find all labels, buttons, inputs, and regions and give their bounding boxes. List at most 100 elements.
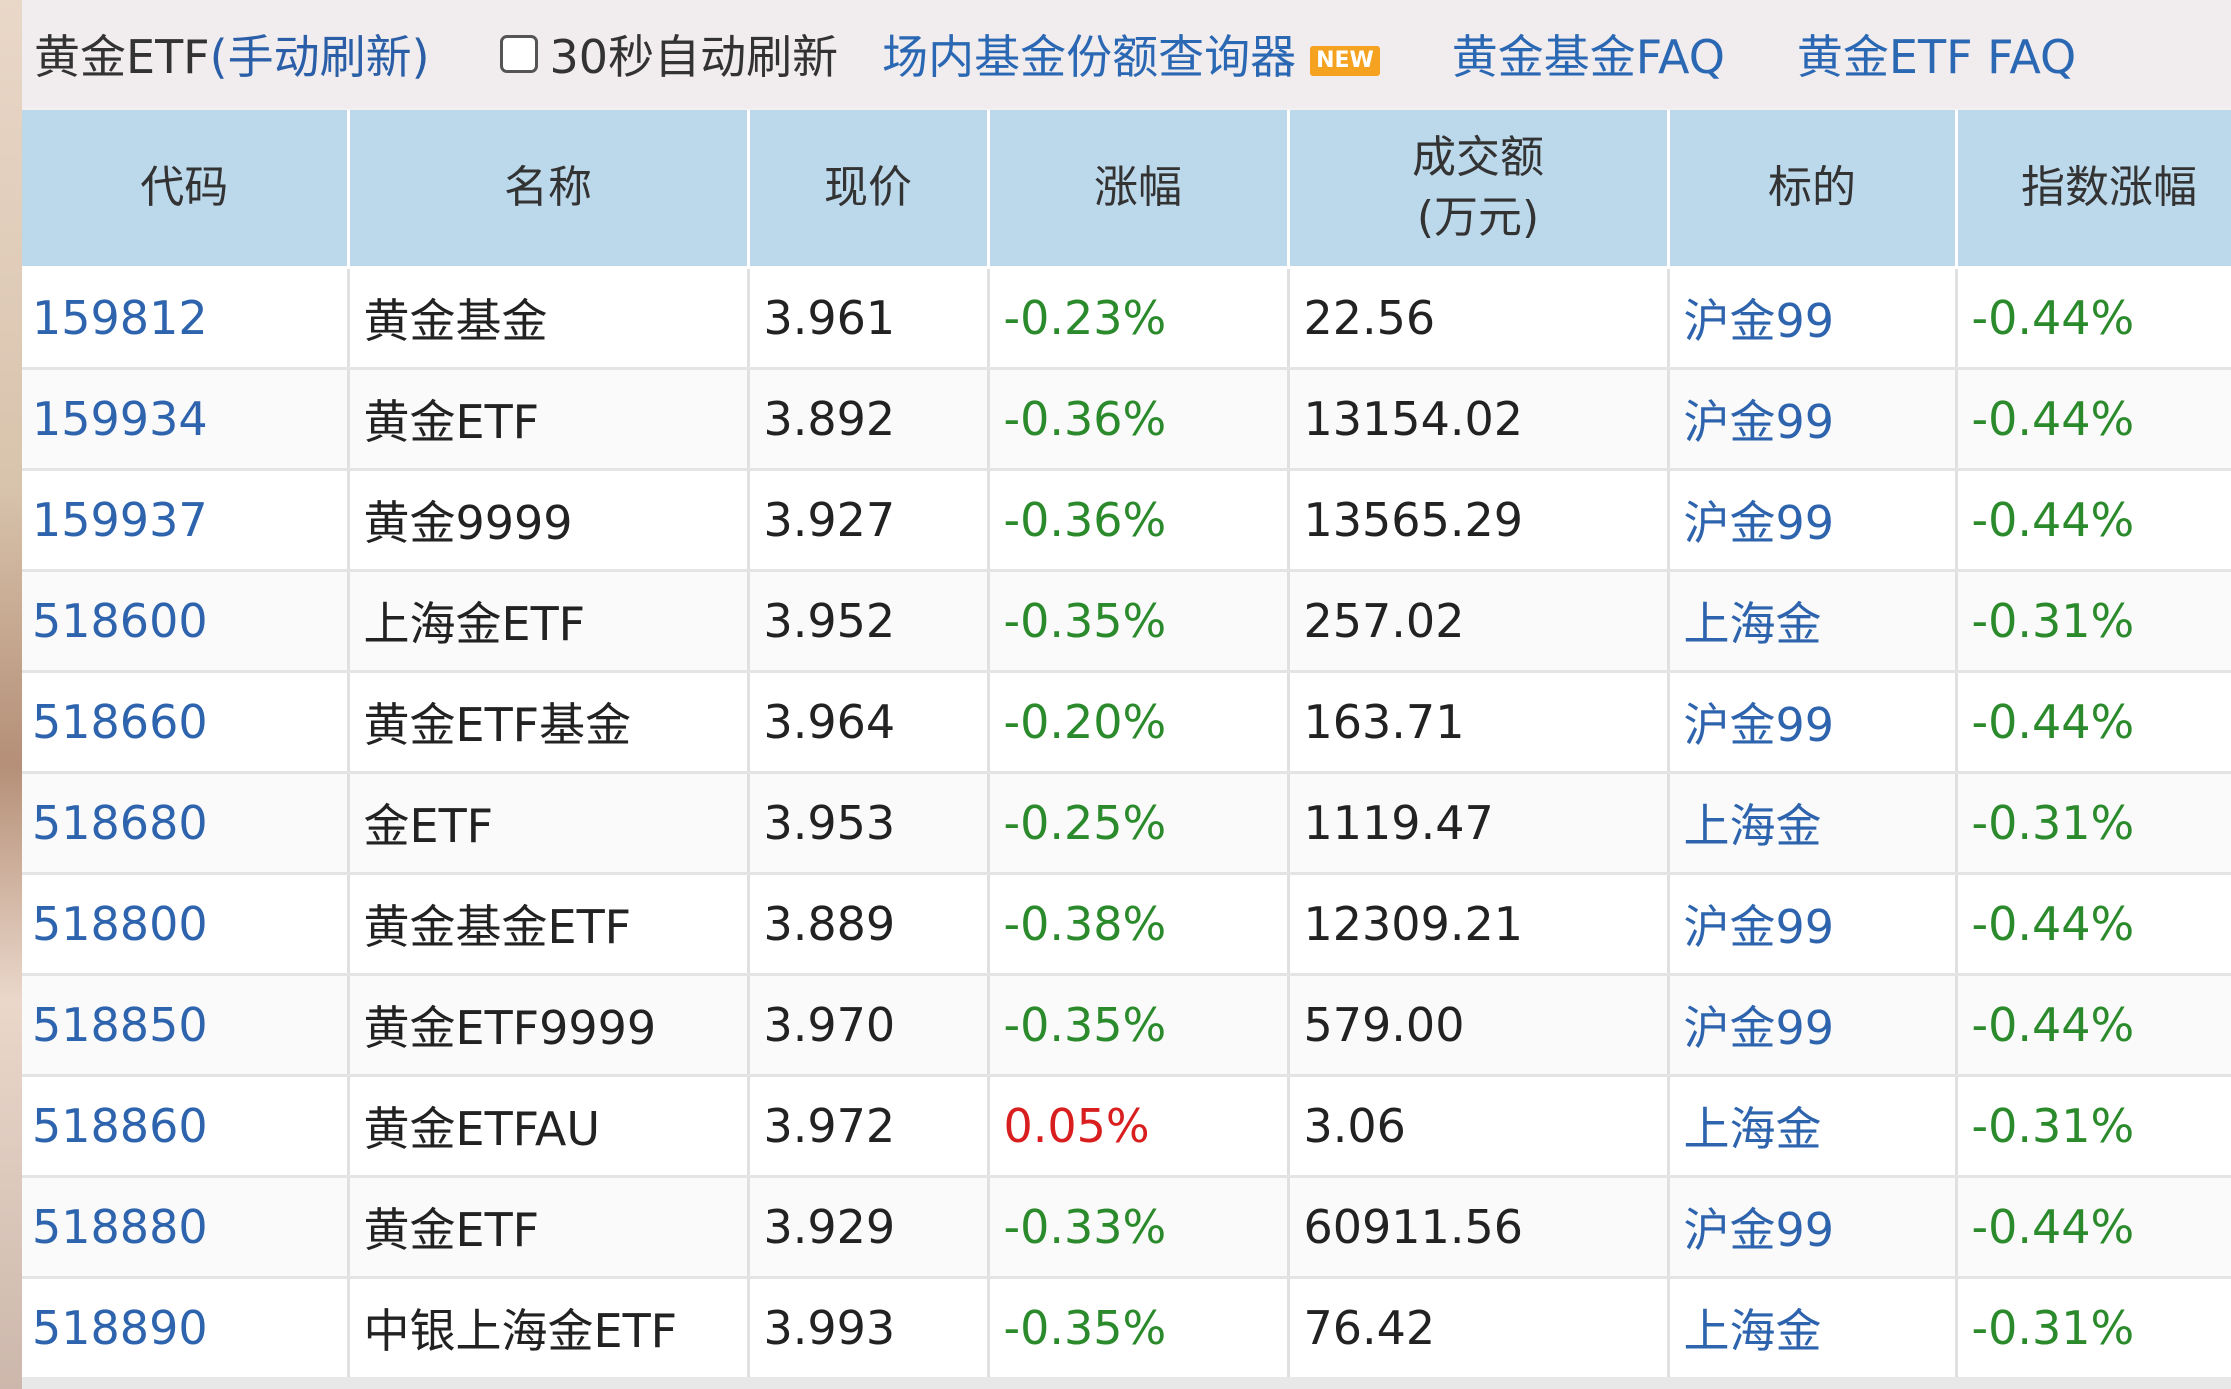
fund-code-link[interactable]: 159812 bbox=[22, 267, 350, 370]
target-index-link[interactable]: 上海金 bbox=[1668, 772, 1958, 875]
turnover-amount: 579.00 bbox=[1288, 974, 1670, 1077]
auto-refresh-label: 30秒自动刷新 bbox=[549, 30, 839, 84]
fund-code-link[interactable]: 518660 bbox=[22, 671, 350, 774]
fund-code-link[interactable]: 518880 bbox=[22, 1176, 350, 1279]
fund-share-query-link[interactable]: 场内基金份额查询器 NEW bbox=[882, 21, 1380, 87]
col-header-amount[interactable]: 成交额 (万元) bbox=[1288, 110, 1670, 269]
price-change: -0.35% bbox=[988, 1277, 1290, 1380]
fund-code-link[interactable]: 518800 bbox=[22, 873, 350, 976]
turnover-amount: 60911.56 bbox=[1288, 1176, 1670, 1279]
fund-name: 黄金ETF bbox=[348, 1176, 750, 1279]
background-photo-edge bbox=[0, 0, 22, 1389]
current-price: 3.970 bbox=[748, 974, 990, 1077]
etf-quote-table: 代码 名称 现价 涨幅 成交额 (万元) 标的 指数涨幅 159812 黄金基金 … bbox=[22, 110, 2231, 1380]
manual-refresh-link[interactable]: (手动刷新) bbox=[209, 30, 430, 84]
table-row: 518850 黄金ETF9999 3.970 -0.35% 579.00 沪金9… bbox=[22, 974, 2231, 1077]
fund-code-link[interactable]: 159937 bbox=[22, 469, 350, 572]
turnover-amount: 13154.02 bbox=[1288, 368, 1670, 471]
current-price: 3.964 bbox=[748, 671, 990, 774]
price-change: -0.38% bbox=[988, 873, 1290, 976]
index-change: -0.44% bbox=[1956, 469, 2231, 572]
col-header-name[interactable]: 名称 bbox=[348, 110, 750, 269]
fund-code-link[interactable]: 518680 bbox=[22, 772, 350, 875]
current-price: 3.961 bbox=[748, 267, 990, 370]
target-index-link[interactable]: 沪金99 bbox=[1668, 873, 1958, 976]
target-index-link[interactable]: 沪金99 bbox=[1668, 1176, 1958, 1279]
fund-name: 黄金ETF9999 bbox=[348, 974, 750, 1077]
page-title-group: 黄金ETF(手动刷新) bbox=[34, 21, 430, 87]
auto-refresh-checkbox[interactable] bbox=[499, 35, 538, 73]
target-index-link[interactable]: 上海金 bbox=[1668, 1075, 1958, 1178]
fund-name: 黄金9999 bbox=[348, 469, 750, 572]
table-bottom-edge bbox=[22, 1377, 2231, 1389]
target-index-link[interactable]: 沪金99 bbox=[1668, 974, 1958, 1077]
new-badge: NEW bbox=[1310, 45, 1380, 76]
col-header-price[interactable]: 现价 bbox=[748, 110, 990, 269]
fund-name: 黄金基金 bbox=[348, 267, 750, 370]
target-index-link[interactable]: 沪金99 bbox=[1668, 368, 1958, 471]
current-price: 3.927 bbox=[748, 469, 990, 572]
index-change: -0.44% bbox=[1956, 873, 2231, 976]
price-change: -0.23% bbox=[988, 267, 1290, 370]
gold-etf-faq-link[interactable]: 黄金ETF FAQ bbox=[1796, 30, 2077, 84]
table-row: 518660 黄金ETF基金 3.964 -0.20% 163.71 沪金99 … bbox=[22, 671, 2231, 774]
current-price: 3.892 bbox=[748, 368, 990, 471]
turnover-amount: 3.06 bbox=[1288, 1075, 1670, 1178]
fund-name: 黄金基金ETF bbox=[348, 873, 750, 976]
col-header-change[interactable]: 涨幅 bbox=[988, 110, 1290, 269]
target-index-link[interactable]: 上海金 bbox=[1668, 1277, 1958, 1380]
table-row: 518880 黄金ETF 3.929 -0.33% 60911.56 沪金99 … bbox=[22, 1176, 2231, 1279]
table-row: 518860 黄金ETFAU 3.972 0.05% 3.06 上海金 -0.3… bbox=[22, 1075, 2231, 1178]
fund-name: 中银上海金ETF bbox=[348, 1277, 750, 1380]
table-row: 159937 黄金9999 3.927 -0.36% 13565.29 沪金99… bbox=[22, 469, 2231, 572]
current-price: 3.929 bbox=[748, 1176, 990, 1279]
table-row: 518600 上海金ETF 3.952 -0.35% 257.02 上海金 -0… bbox=[22, 570, 2231, 673]
index-change: -0.31% bbox=[1956, 1277, 2231, 1380]
price-change: -0.25% bbox=[988, 772, 1290, 875]
col-header-target[interactable]: 标的 bbox=[1668, 110, 1958, 269]
table-row: 159812 黄金基金 3.961 -0.23% 22.56 沪金99 -0.4… bbox=[22, 267, 2231, 370]
price-change: -0.35% bbox=[988, 570, 1290, 673]
fund-code-link[interactable]: 518890 bbox=[22, 1277, 350, 1380]
fund-name: 黄金ETFAU bbox=[348, 1075, 750, 1178]
current-price: 3.953 bbox=[748, 772, 990, 875]
fund-code-link[interactable]: 518850 bbox=[22, 974, 350, 1077]
fund-name: 金ETF bbox=[348, 772, 750, 875]
table-row: 159934 黄金ETF 3.892 -0.36% 13154.02 沪金99 … bbox=[22, 368, 2231, 471]
index-change: -0.31% bbox=[1956, 772, 2231, 875]
auto-refresh-toggle[interactable]: 30秒自动刷新 bbox=[499, 21, 839, 87]
fund-code-link[interactable]: 518600 bbox=[22, 570, 350, 673]
target-index-link[interactable]: 上海金 bbox=[1668, 570, 1958, 673]
turnover-amount: 13565.29 bbox=[1288, 469, 1670, 572]
current-price: 3.952 bbox=[748, 570, 990, 673]
current-price: 3.972 bbox=[748, 1075, 990, 1178]
table-row: 518680 金ETF 3.953 -0.25% 1119.47 上海金 -0.… bbox=[22, 772, 2231, 875]
price-change: -0.36% bbox=[988, 368, 1290, 471]
index-change: -0.44% bbox=[1956, 1176, 2231, 1279]
target-index-link[interactable]: 沪金99 bbox=[1668, 267, 1958, 370]
fund-name: 黄金ETF bbox=[348, 368, 750, 471]
col-header-code[interactable]: 代码 bbox=[22, 110, 350, 269]
price-change: -0.33% bbox=[988, 1176, 1290, 1279]
fund-code-link[interactable]: 159934 bbox=[22, 368, 350, 471]
turnover-amount: 1119.47 bbox=[1288, 772, 1670, 875]
fund-code-link[interactable]: 518860 bbox=[22, 1075, 350, 1178]
target-index-link[interactable]: 沪金99 bbox=[1668, 671, 1958, 774]
index-change: -0.31% bbox=[1956, 1075, 2231, 1178]
index-change: -0.44% bbox=[1956, 267, 2231, 370]
col-header-amount-line2: (万元) bbox=[1416, 192, 1540, 243]
table-row: 518800 黄金基金ETF 3.889 -0.38% 12309.21 沪金9… bbox=[22, 873, 2231, 976]
turnover-amount: 12309.21 bbox=[1288, 873, 1670, 976]
index-change: -0.44% bbox=[1956, 974, 2231, 1077]
price-change: -0.20% bbox=[988, 671, 1290, 774]
turnover-amount: 257.02 bbox=[1288, 570, 1670, 673]
price-change: 0.05% bbox=[988, 1075, 1290, 1178]
fund-name: 上海金ETF bbox=[348, 570, 750, 673]
current-price: 3.889 bbox=[748, 873, 990, 976]
col-header-index-change[interactable]: 指数涨幅 bbox=[1956, 110, 2231, 269]
current-price: 3.993 bbox=[748, 1277, 990, 1380]
gold-fund-faq-link[interactable]: 黄金基金FAQ bbox=[1451, 30, 1725, 84]
fund-name: 黄金ETF基金 bbox=[348, 671, 750, 774]
target-index-link[interactable]: 沪金99 bbox=[1668, 469, 1958, 572]
